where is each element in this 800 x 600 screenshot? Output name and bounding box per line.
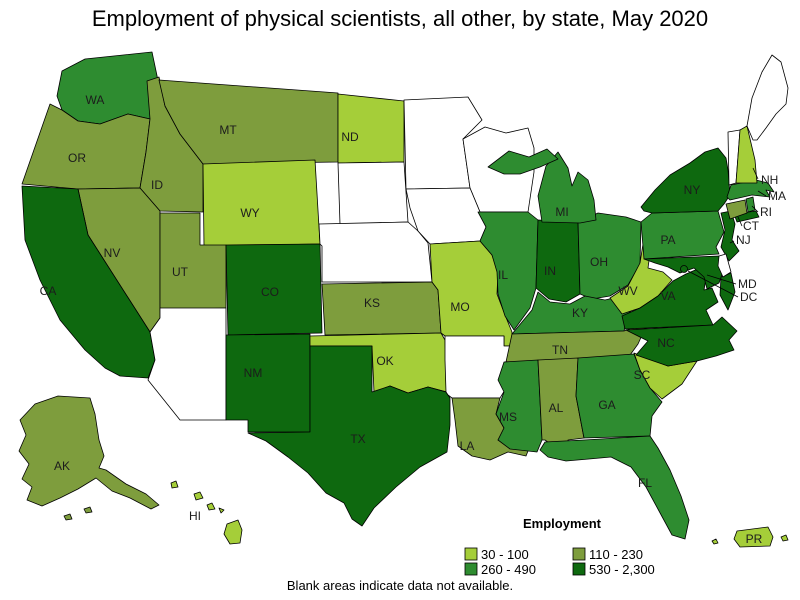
legend: Employment 30 - 100 110 - 230 260 - 490 … (464, 516, 655, 577)
state-nc (625, 316, 738, 367)
callout-label-ct: CT (743, 219, 760, 233)
state-hi-island-1 (170, 480, 179, 489)
legend-label-110-230: 110 - 230 (589, 547, 643, 562)
callout-line-md (706, 274, 737, 285)
state-hi-island-3 (206, 502, 216, 511)
state-wy (202, 159, 321, 247)
footer-note: Blank areas indicate data not available. (287, 578, 513, 593)
callout-label-ri: RI (760, 205, 772, 219)
state-ak-island-2 (83, 506, 93, 514)
state-ct (725, 199, 748, 220)
callout-line-ri (751, 205, 759, 213)
state-sd (337, 161, 409, 225)
state-label-hi: HI (189, 509, 201, 523)
state-shapes (18, 51, 789, 548)
state-nm (225, 333, 311, 433)
state-ak (18, 395, 160, 510)
state-ms (495, 359, 543, 453)
state-ak-island-1 (63, 513, 73, 521)
state-ne (318, 221, 433, 283)
callout-line-nj (729, 240, 735, 244)
state-ny (640, 147, 731, 214)
callout-label-dc: DC (740, 290, 758, 304)
state-ks (321, 281, 442, 336)
page-title: Employment of physical scientists, all o… (92, 6, 708, 31)
state-mi-lower (537, 151, 597, 224)
state-mi-upper (487, 148, 559, 175)
callout-line-ct (737, 216, 743, 227)
state-va (621, 267, 719, 330)
legend-label-260-490: 260 - 490 (481, 562, 536, 577)
legend-swatch-530-2300 (572, 562, 586, 576)
state-hi-island-2 (193, 491, 204, 501)
state-callouts: NH MA RI CT NJ MD DC (687, 167, 786, 304)
callout-label-nh: NH (761, 173, 778, 187)
legend-title: Employment (523, 516, 602, 531)
callout-label-nj: NJ (736, 233, 751, 247)
legend-swatch-30-100 (464, 547, 478, 561)
state-me (746, 54, 789, 141)
legend-label-530-2300: 530 - 2,300 (589, 562, 655, 577)
legend-swatch-260-490 (464, 562, 478, 576)
state-ri (745, 196, 756, 213)
callout-line-ma (757, 190, 767, 197)
state-az (147, 307, 227, 421)
state-nh (735, 125, 758, 184)
state-pr-island-east (780, 534, 789, 542)
legend-label-30-100: 30 - 100 (481, 547, 529, 562)
state-tx (247, 345, 451, 527)
state-hi-island-4 (218, 507, 225, 514)
state-dc-dot (680, 265, 688, 273)
state-de (717, 253, 732, 278)
state-pr-island-west (711, 538, 719, 545)
state-in (535, 219, 581, 303)
callout-line-dc (687, 270, 739, 298)
state-ca (21, 185, 156, 379)
callout-label-ma: MA (768, 189, 786, 203)
state-pr (733, 526, 774, 548)
state-nd (337, 93, 405, 164)
legend-swatch-110-230 (572, 547, 586, 561)
state-hi-island-big (223, 519, 243, 545)
callout-label-md: MD (738, 277, 757, 291)
state-pa (640, 210, 725, 260)
state-co (225, 243, 323, 336)
callout-line-nh (752, 167, 759, 180)
state-fl (539, 435, 690, 540)
